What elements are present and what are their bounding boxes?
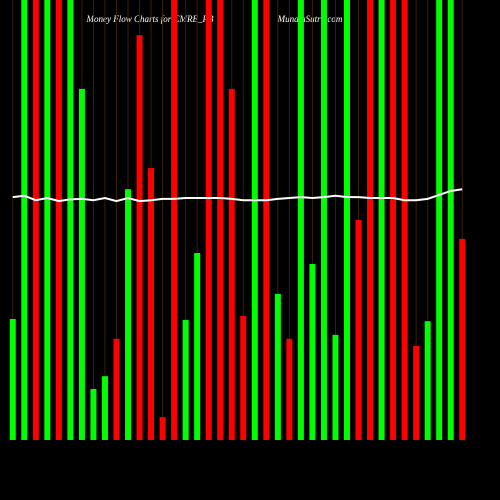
bar [171, 0, 178, 440]
bar [78, 88, 85, 440]
bar [424, 321, 431, 440]
bar [194, 253, 201, 440]
bar [217, 0, 224, 440]
bar [90, 388, 97, 440]
bar [113, 338, 120, 440]
bar [309, 264, 316, 440]
bar [459, 238, 466, 440]
bar [355, 220, 362, 440]
bar [125, 189, 132, 440]
bar [9, 319, 16, 440]
trend-line [12, 188, 463, 203]
bar [101, 376, 108, 440]
bar [148, 168, 155, 440]
watermark: MunafaSutra.com [277, 14, 343, 24]
bar [297, 0, 304, 440]
bar [136, 35, 143, 440]
bar [343, 0, 350, 440]
bar [67, 0, 74, 440]
bar [401, 0, 408, 440]
bar [320, 0, 327, 440]
bar [240, 315, 247, 440]
bar [205, 0, 212, 440]
bar [55, 0, 62, 440]
bar [378, 0, 385, 440]
bar [21, 0, 28, 440]
bar [44, 0, 51, 440]
bar [274, 293, 281, 440]
bar [263, 0, 270, 440]
bar [286, 338, 293, 440]
bar [32, 0, 39, 440]
bar [332, 334, 339, 440]
bar [390, 0, 397, 440]
bar [251, 0, 258, 440]
bar [436, 0, 443, 440]
bar [159, 417, 166, 440]
bar [182, 319, 189, 440]
bar [413, 345, 420, 440]
bar [228, 88, 235, 440]
chart-title: Money Flow Charts for CMRE_PB [86, 14, 214, 24]
bar [447, 0, 454, 440]
bar [367, 0, 374, 440]
